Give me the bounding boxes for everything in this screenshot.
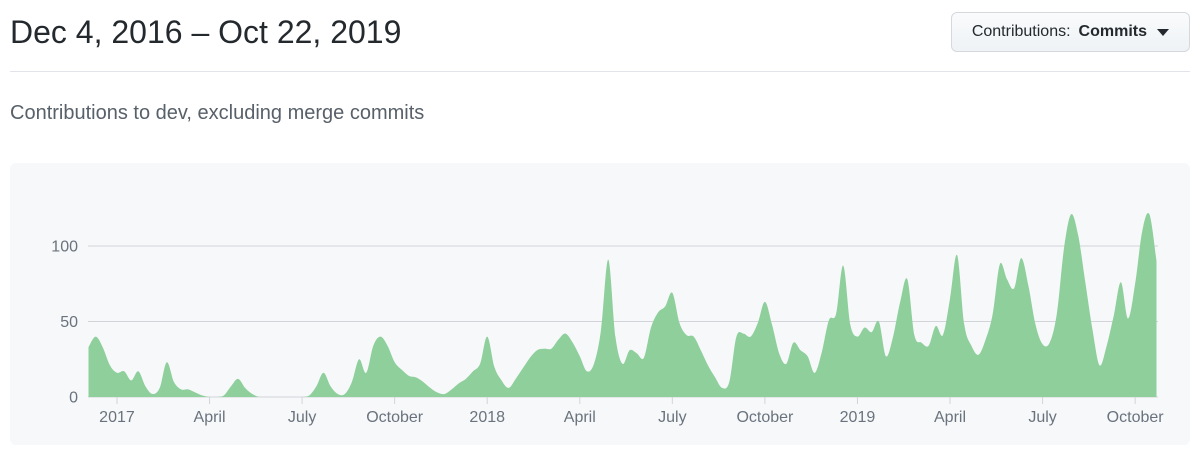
page-title: Dec 4, 2016 – Oct 22, 2019 [10,14,402,50]
x-axis-label: October [1107,409,1165,426]
x-axis-label: April [564,409,596,426]
y-axis-label: 50 [60,314,78,331]
x-axis-label: July [658,409,686,426]
x-axis-label: October [736,409,794,426]
filter-button-value: Commits [1078,23,1147,40]
axis-labels: 0 50 100 [51,239,78,407]
x-axis-label: 2019 [840,409,876,426]
area-series [88,212,1157,397]
chart-panel: 2017 April July October 2018 April July October… [10,163,1190,445]
x-axis-label: July [288,409,316,426]
x-axis-label: 2017 [99,409,135,426]
y-axis-label: 0 [69,390,78,407]
y-axis-label: 100 [51,239,78,256]
filter-button-label: Contributions: [971,23,1071,40]
commits-area-path[interactable] [88,212,1157,397]
contributions-page: Dec 4, 2016 – Oct 22, 2019 Contributions… [10,0,1190,445]
x-axis-label: April [934,409,966,426]
header: Dec 4, 2016 – Oct 22, 2019 Contributions… [10,0,1190,72]
x-axis-label: April [194,409,226,426]
contributions-chart[interactable]: 2017 April July October 2018 April July October… [10,163,1190,445]
chart-subtitle: Contributions to dev, excluding merge co… [10,102,425,124]
x-axis-label: July [1028,409,1056,426]
x-axis-label: 2018 [469,409,505,426]
x-axis-ticks: 2017 April July October 2018 April July October… [99,397,1164,426]
x-axis-label: October [366,409,424,426]
dropdown-caret-icon [1157,28,1169,36]
contributions-filter-button[interactable]: Contributions: Commits [950,12,1190,52]
